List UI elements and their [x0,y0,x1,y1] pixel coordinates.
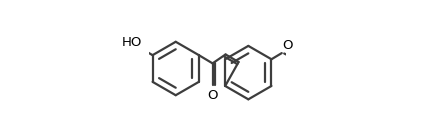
Text: HO: HO [122,36,142,49]
Text: O: O [207,89,217,102]
Text: O: O [282,39,292,52]
